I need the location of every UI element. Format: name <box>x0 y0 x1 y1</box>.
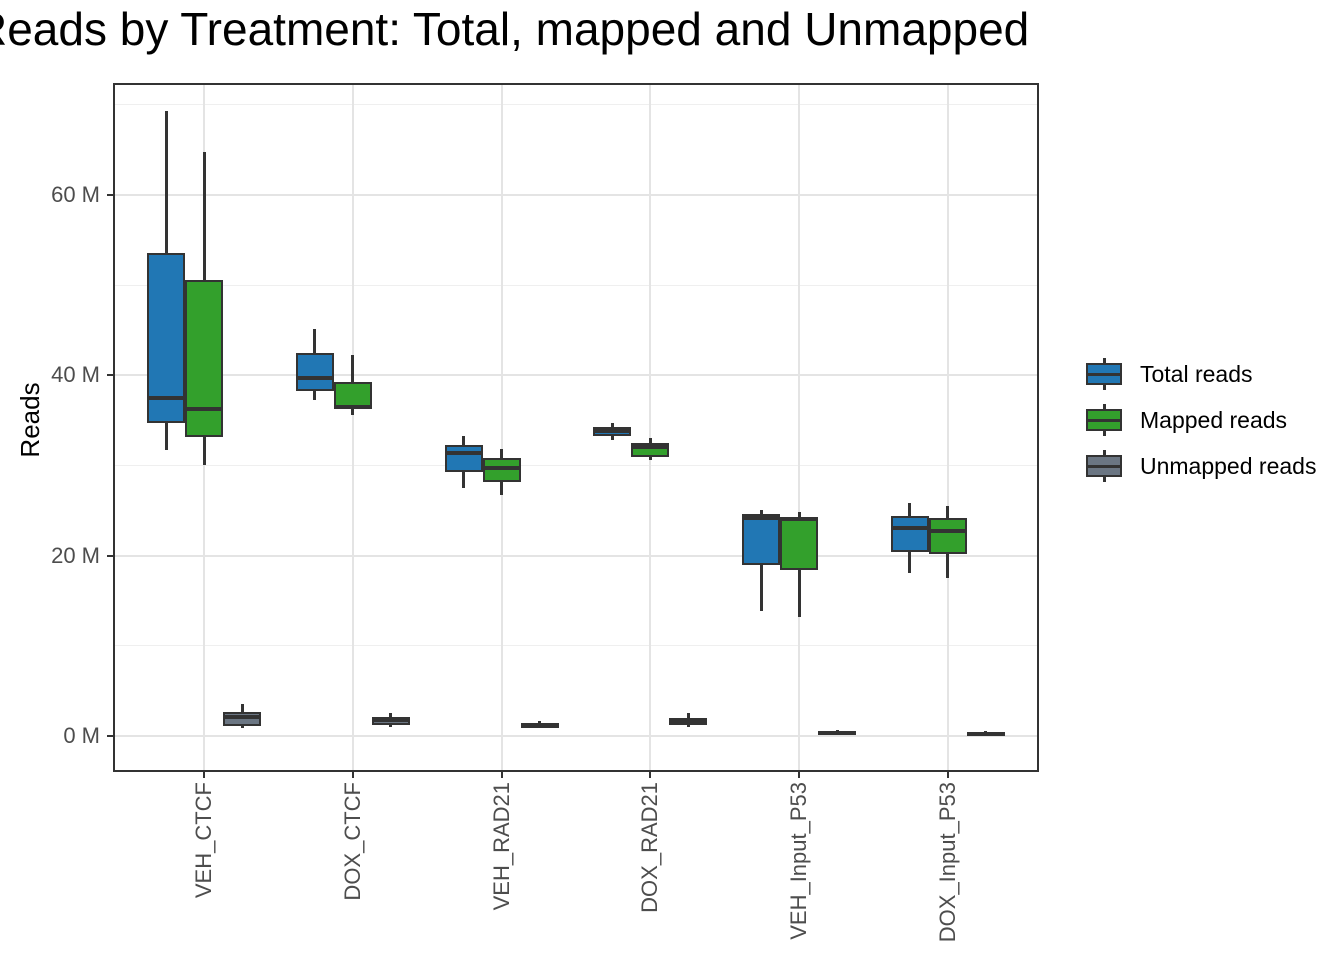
x-tick-label-veh_ctcf: VEH_CTCF <box>191 782 217 899</box>
median-mapped-reads-dox_ctcf <box>333 404 372 409</box>
x-tick-label-veh_rad21: VEH_RAD21 <box>488 782 514 911</box>
gridline-minor <box>115 464 1037 466</box>
x-tick <box>649 770 652 778</box>
y-tick <box>107 194 115 196</box>
median-unmapped-reads-veh_input_p53 <box>818 731 857 735</box>
legend-item-mapped-reads: Mapped reads <box>1086 402 1316 438</box>
gridline-major <box>115 554 1037 557</box>
legend-label-total-reads: Total reads <box>1140 360 1253 387</box>
box-total-reads-veh_ctcf <box>147 252 186 423</box>
gridline-vertical <box>946 85 949 770</box>
box-mapped-reads-veh_ctcf <box>185 279 224 438</box>
gridline-vertical <box>649 85 652 770</box>
gridline-minor <box>115 104 1037 106</box>
box-mapped-reads-veh_rad21 <box>482 458 521 483</box>
legend-label-unmapped-reads: Unmapped reads <box>1140 452 1317 479</box>
y-tick <box>107 554 115 557</box>
median-mapped-reads-veh_ctcf <box>185 406 224 411</box>
median-mapped-reads-veh_input_p53 <box>780 517 819 522</box>
legend-key-total-reads <box>1086 356 1122 392</box>
chart-title: Reads by Treatment: Total, mapped and Un… <box>0 3 1030 55</box>
y-tick <box>107 734 115 737</box>
y-tick <box>107 374 115 377</box>
x-tick-label-dox_ctcf: DOX_CTCF <box>339 782 365 901</box>
box-total-reads-dox_input_p53 <box>890 515 929 552</box>
gridline-minor <box>115 284 1037 286</box>
box-mapped-reads-dox_input_p53 <box>928 517 967 554</box>
x-tick <box>946 770 949 778</box>
box-total-reads-veh_input_p53 <box>742 514 781 565</box>
x-tick-label-veh_input_p53: VEH_Input_P53 <box>786 782 812 940</box>
median-unmapped-reads-dox_rad21 <box>669 719 708 724</box>
gridline-vertical <box>798 85 801 770</box>
x-tick <box>798 770 801 778</box>
y-tick-label: 20 M <box>51 542 100 568</box>
y-tick-label: 60 M <box>51 182 100 207</box>
legend: Total reads Mapped reads Unmapped reads <box>1086 356 1316 494</box>
legend-key-unmapped-reads <box>1086 448 1122 484</box>
median-mapped-reads-dox_input_p53 <box>928 529 967 534</box>
y-axis-title: Reads <box>15 382 45 458</box>
median-unmapped-reads-veh_ctcf <box>223 714 262 719</box>
legend-item-unmapped-reads: Unmapped reads <box>1086 448 1316 484</box>
x-tick <box>500 770 503 778</box>
x-tick <box>351 770 354 778</box>
gridline-vertical <box>351 85 354 770</box>
median-total-reads-veh_rad21 <box>444 450 483 455</box>
legend-label-mapped-reads: Mapped reads <box>1140 406 1288 433</box>
legend-median-line <box>1086 418 1122 422</box>
median-total-reads-veh_input_p53 <box>742 515 781 520</box>
gridline-major <box>115 374 1037 377</box>
legend-item-total-reads: Total reads <box>1086 356 1316 392</box>
box-total-reads-dox_ctcf <box>295 352 334 392</box>
median-unmapped-reads-veh_rad21 <box>520 723 559 728</box>
y-tick-label: 0 M <box>63 722 100 748</box>
gridline-major <box>115 734 1037 737</box>
median-unmapped-reads-dox_input_p53 <box>966 731 1005 736</box>
median-unmapped-reads-dox_ctcf <box>371 718 410 723</box>
median-mapped-reads-veh_rad21 <box>482 466 521 471</box>
plot-panel <box>113 83 1039 772</box>
median-total-reads-dox_input_p53 <box>890 526 929 531</box>
x-tick-label-dox_rad21: DOX_RAD21 <box>637 782 663 913</box>
legend-median-line <box>1086 372 1122 376</box>
median-total-reads-dox_ctcf <box>295 375 334 380</box>
x-tick-label-dox_input_p53: DOX_Input_P53 <box>934 782 960 943</box>
x-tick <box>203 770 206 778</box>
gridline-minor <box>115 645 1037 647</box>
gridline-vertical <box>500 85 503 770</box>
legend-key-mapped-reads <box>1086 402 1122 438</box>
box-total-reads-veh_rad21 <box>444 444 483 472</box>
median-mapped-reads-dox_rad21 <box>631 445 670 450</box>
box-mapped-reads-veh_input_p53 <box>780 516 819 570</box>
gridline-major <box>115 194 1037 196</box>
median-total-reads-veh_ctcf <box>147 395 186 400</box>
y-tick-label: 40 M <box>51 362 100 388</box>
median-total-reads-dox_rad21 <box>593 429 632 434</box>
legend-median-line <box>1086 464 1122 468</box>
